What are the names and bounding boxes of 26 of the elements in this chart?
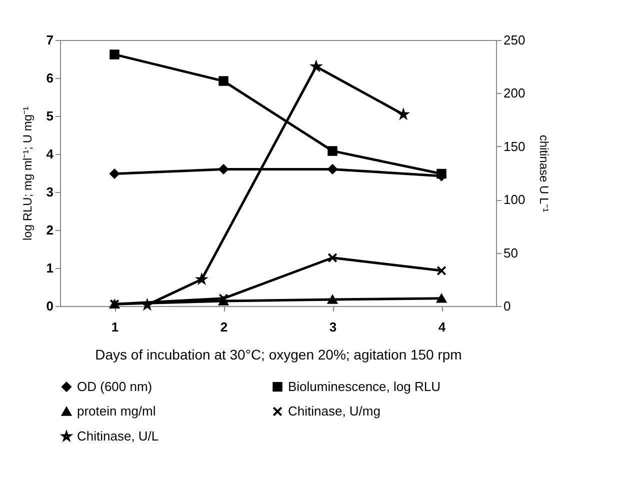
- y2-tick-label: 200: [504, 86, 526, 101]
- y2-tick-label: 0: [504, 298, 511, 314]
- legend-label: Bioluminescence, log RLU: [288, 378, 440, 394]
- legend-label: Chitinase, U/L: [77, 428, 159, 444]
- y-tick-label: 3: [46, 184, 54, 200]
- y-tick-label: 1: [46, 260, 54, 276]
- y-tick-label: 6: [46, 70, 54, 86]
- y-axis-title: log RLU; mg ml⁻¹; U mg⁻¹: [20, 106, 34, 241]
- x-tick-label: 1: [111, 320, 119, 334]
- y2-axis-title: chitinase U L⁻¹: [537, 134, 552, 212]
- y-tick-label: 4: [46, 146, 54, 162]
- y-tick-label: 7: [46, 32, 54, 48]
- y2-tick-label: 250: [504, 32, 526, 48]
- y2-tick-label: 150: [504, 138, 526, 154]
- legend-label: protein mg/ml: [77, 404, 156, 418]
- x-tick-label: 3: [329, 320, 337, 334]
- y-tick-label: 2: [46, 222, 54, 238]
- y-tick-label: 5: [46, 108, 54, 124]
- x-axis-title: Days of incubation at 30°C; oxygen 20%; agitation 150 rpm: [95, 346, 462, 362]
- legend-label: OD (600 nm): [77, 378, 152, 394]
- legend-label: Chitinase, U/mg: [288, 404, 380, 418]
- x-tick-label: 4: [438, 320, 446, 334]
- y2-tick-label: 50: [504, 245, 518, 260]
- y-tick-label: 0: [46, 298, 54, 314]
- y2-tick-label: 100: [504, 192, 526, 208]
- x-tick-label: 2: [220, 320, 228, 334]
